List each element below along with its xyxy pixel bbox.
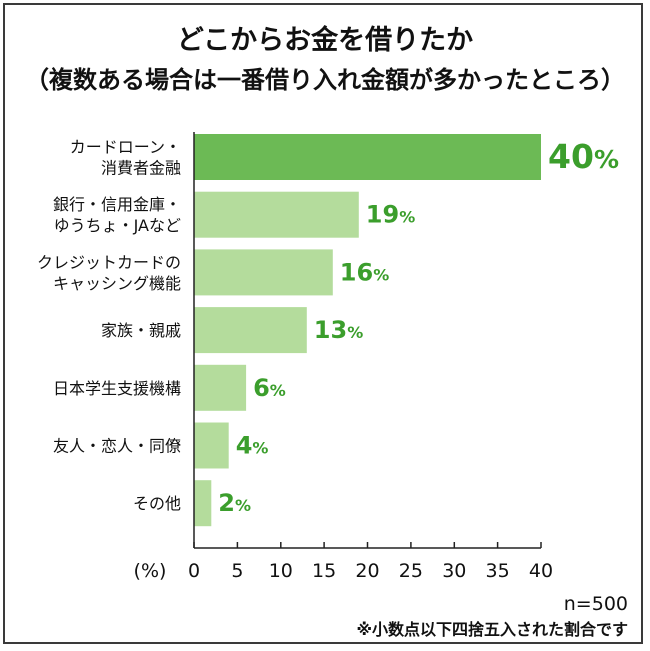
category-label-2-line1: キャッシング機能 bbox=[53, 274, 181, 293]
chart-subtitle: （複数ある場合は一番借り入れ金額が多かったところ） bbox=[25, 66, 625, 94]
category-label-1-line0: 銀行・信用金庫・ bbox=[53, 195, 181, 214]
bar-6 bbox=[194, 480, 212, 527]
x-tick-label-0: 0 bbox=[188, 560, 200, 582]
value-label-2: 16% bbox=[340, 258, 389, 286]
x-tick-label-7: 35 bbox=[486, 560, 510, 582]
x-axis-unit-label: (%) bbox=[134, 560, 167, 582]
chart-frame bbox=[3, 3, 643, 644]
x-tick-label-2: 10 bbox=[269, 560, 293, 582]
category-label-0-line0: カードローン・ bbox=[70, 138, 181, 157]
rounding-note: ※小数点以下四捨五入された割合です bbox=[356, 620, 628, 639]
category-label-6: その他 bbox=[133, 494, 181, 513]
sample-size-note: n=500 bbox=[563, 593, 628, 615]
bar-4 bbox=[194, 364, 247, 411]
value-label-0: 40% bbox=[548, 137, 619, 176]
bar-5 bbox=[194, 422, 229, 469]
x-tick-label-5: 25 bbox=[399, 560, 423, 582]
value-label-5: 4% bbox=[236, 432, 269, 460]
bar-1 bbox=[194, 191, 359, 238]
value-label-4: 6% bbox=[253, 374, 286, 402]
x-tick-label-8: 40 bbox=[529, 560, 553, 582]
x-tick-label-1: 5 bbox=[231, 560, 243, 582]
category-label-3: 家族・親戚 bbox=[101, 321, 181, 340]
bar-3 bbox=[194, 307, 307, 354]
value-label-6: 2% bbox=[218, 489, 251, 517]
value-label-1: 19% bbox=[366, 201, 415, 229]
category-label-5: 友人・恋人・同僚 bbox=[53, 437, 181, 456]
x-tick-label-6: 30 bbox=[442, 560, 466, 582]
category-label-2-line0: クレジットカードの bbox=[37, 253, 181, 272]
x-tick-label-4: 20 bbox=[355, 560, 379, 582]
bar-2 bbox=[194, 249, 333, 296]
category-label-4: 日本学生支援機構 bbox=[53, 379, 181, 398]
category-label-0-line1: 消費者金融 bbox=[101, 159, 181, 178]
bar-0 bbox=[194, 134, 541, 180]
x-tick-label-3: 15 bbox=[312, 560, 336, 582]
chart-title: どこからお金を借りたか bbox=[176, 25, 474, 56]
value-label-3: 13% bbox=[314, 316, 363, 344]
category-label-1-line1: ゆうちょ・JAなど bbox=[54, 216, 181, 235]
